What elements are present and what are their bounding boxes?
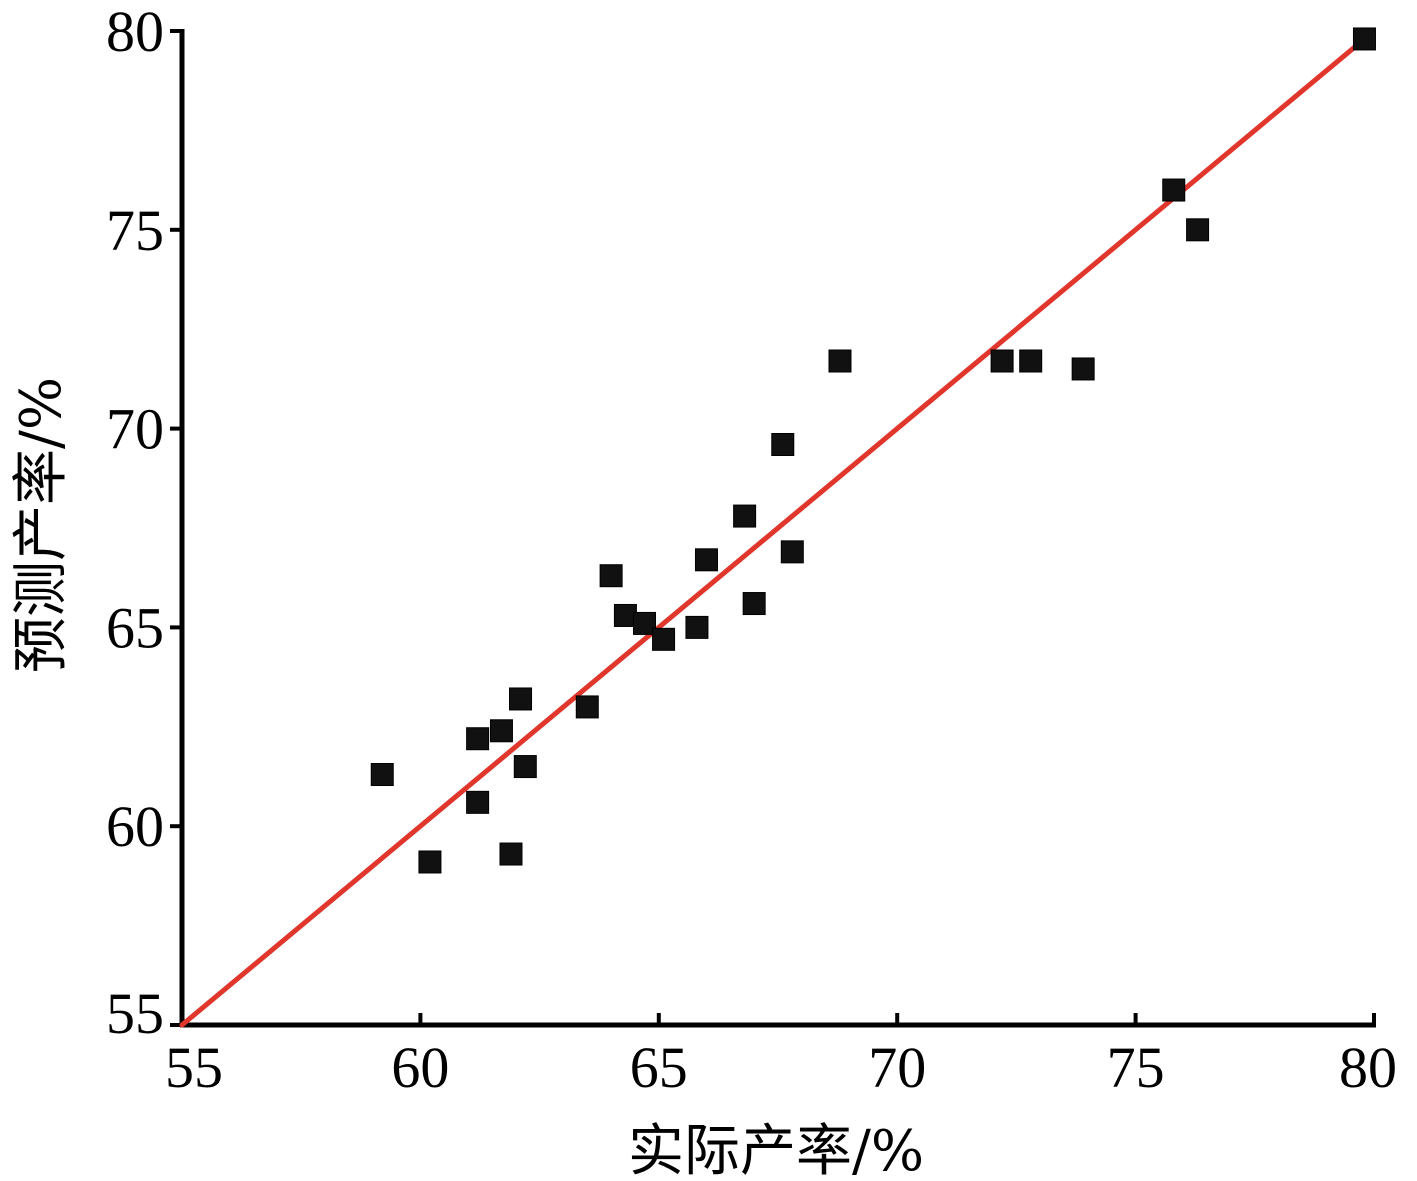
data-points [370, 27, 1376, 874]
data-point [771, 433, 795, 457]
x-tick-label: 75 [1107, 1035, 1165, 1100]
data-point [1186, 218, 1210, 242]
data-point [694, 548, 718, 572]
data-point [466, 727, 490, 751]
data-point [1162, 178, 1186, 202]
data-point [828, 349, 852, 373]
data-point [513, 755, 537, 779]
y-axis-title: 预测产率/% [9, 377, 74, 673]
axes [179, 29, 1376, 1028]
data-point [652, 627, 676, 651]
data-point [1352, 27, 1376, 51]
data-point [575, 695, 599, 719]
data-point [489, 719, 513, 743]
x-tick-label: 55 [165, 1035, 223, 1100]
data-point [742, 592, 766, 616]
data-point [466, 790, 490, 814]
y-tick-label: 60 [106, 794, 164, 859]
ticks: 55 60 65 70 75 80 55 60 65 70 75 80 [106, 0, 1397, 1100]
data-point [599, 564, 623, 588]
y-tick-label: 70 [106, 397, 164, 462]
x-tick-label: 70 [868, 1035, 926, 1100]
data-point [990, 349, 1014, 373]
data-point [418, 850, 442, 874]
data-point [685, 615, 709, 639]
data-point [1019, 349, 1043, 373]
axis-titles: 实际产率/% 预测产率/% [9, 377, 924, 1181]
data-point [509, 687, 533, 711]
x-tick-label: 65 [630, 1035, 688, 1100]
x-tick-label: 60 [391, 1035, 449, 1100]
data-point [780, 540, 804, 564]
x-axis-title: 实际产率/% [628, 1119, 924, 1181]
data-point [632, 611, 656, 635]
data-point [1071, 357, 1095, 381]
data-point [499, 842, 523, 866]
data-point [370, 763, 394, 787]
y-tick-label: 65 [106, 595, 164, 660]
reference-line-group [179, 36, 1367, 1028]
reference-line [179, 36, 1367, 1028]
x-tick-label: 80 [1339, 1035, 1397, 1100]
y-tick-label: 75 [106, 198, 164, 263]
y-tick-label: 80 [106, 0, 164, 64]
y-tick-label: 55 [106, 981, 164, 1046]
data-point [733, 504, 757, 528]
